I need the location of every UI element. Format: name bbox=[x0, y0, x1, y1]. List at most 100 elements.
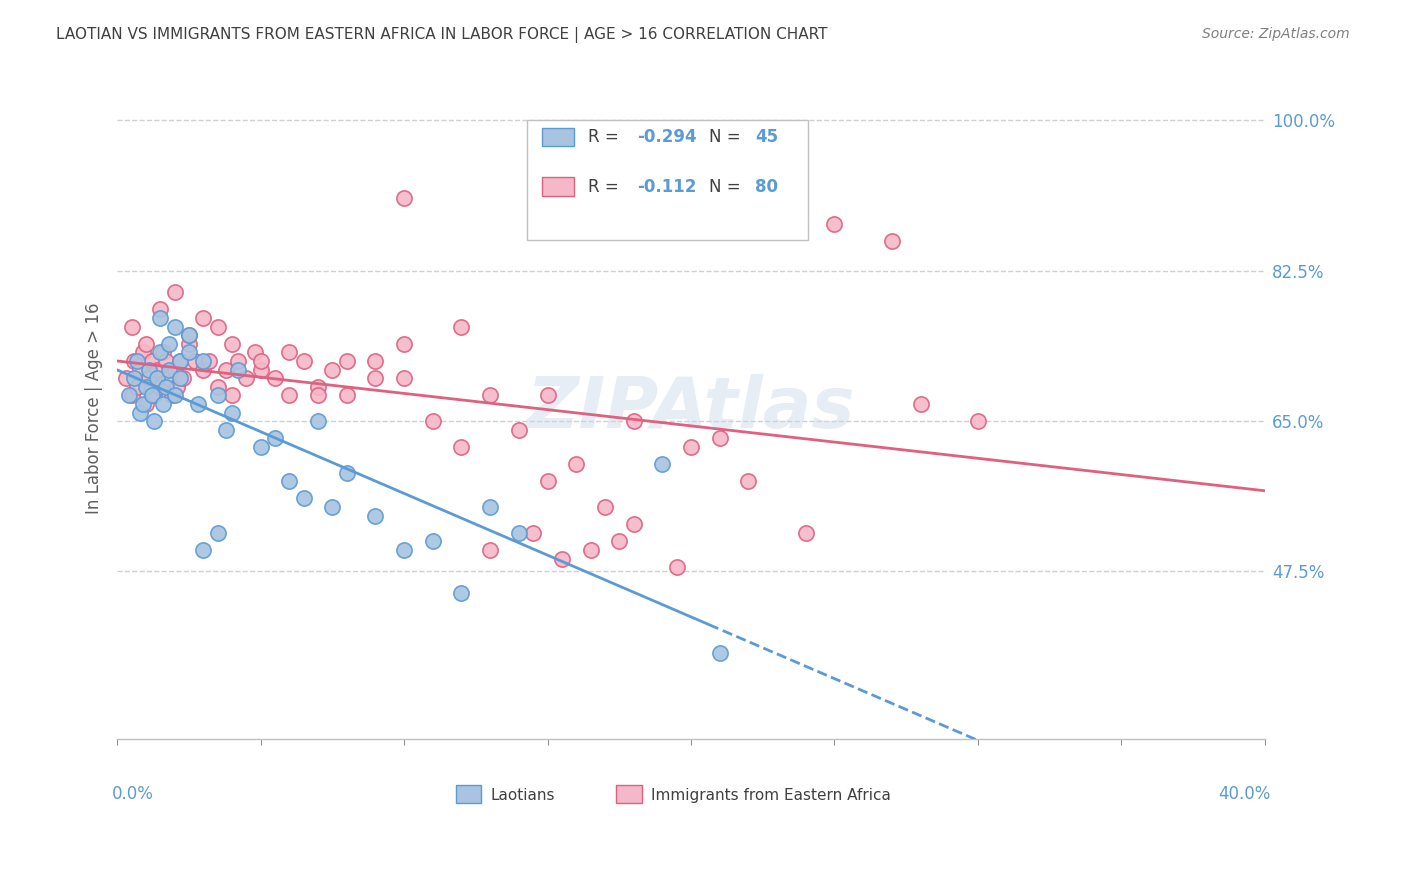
Point bbox=[737, 475, 759, 489]
Point bbox=[536, 475, 558, 489]
Point bbox=[623, 414, 645, 428]
Point bbox=[593, 500, 616, 514]
Point bbox=[215, 423, 238, 437]
Point bbox=[143, 414, 166, 428]
Point bbox=[278, 475, 301, 489]
Point bbox=[321, 362, 343, 376]
Point bbox=[450, 319, 472, 334]
Point bbox=[249, 362, 271, 376]
Point bbox=[135, 336, 157, 351]
Point bbox=[193, 362, 215, 376]
Point bbox=[392, 336, 415, 351]
Point bbox=[149, 345, 172, 359]
Point bbox=[160, 388, 183, 402]
Text: N =: N = bbox=[710, 178, 747, 195]
Point bbox=[479, 543, 502, 558]
Point bbox=[149, 311, 172, 326]
Text: Source: ZipAtlas.com: Source: ZipAtlas.com bbox=[1202, 27, 1350, 41]
Point bbox=[321, 500, 343, 514]
Point bbox=[221, 388, 243, 402]
Point bbox=[177, 328, 200, 343]
Point bbox=[392, 191, 415, 205]
Point bbox=[880, 234, 903, 248]
Point bbox=[336, 354, 359, 368]
Point bbox=[364, 371, 387, 385]
Point bbox=[508, 525, 530, 540]
Point bbox=[450, 586, 472, 600]
Point bbox=[186, 397, 208, 411]
Point bbox=[243, 345, 266, 359]
Point bbox=[193, 543, 215, 558]
Point bbox=[226, 354, 249, 368]
Point bbox=[138, 371, 160, 385]
Text: -0.294: -0.294 bbox=[637, 128, 697, 146]
Point bbox=[141, 388, 163, 402]
Point bbox=[307, 414, 329, 428]
Point bbox=[163, 362, 186, 376]
Point bbox=[149, 380, 172, 394]
Point bbox=[235, 371, 257, 385]
Point bbox=[127, 380, 149, 394]
Point bbox=[522, 525, 544, 540]
Point bbox=[163, 285, 186, 300]
Point bbox=[138, 362, 160, 376]
Text: 0.0%: 0.0% bbox=[111, 785, 153, 804]
Point bbox=[193, 311, 215, 326]
Point bbox=[152, 345, 174, 359]
Point bbox=[364, 354, 387, 368]
Point bbox=[169, 354, 191, 368]
Text: LAOTIAN VS IMMIGRANTS FROM EASTERN AFRICA IN LABOR FORCE | AGE > 16 CORRELATION : LAOTIAN VS IMMIGRANTS FROM EASTERN AFRIC… bbox=[56, 27, 828, 43]
Point bbox=[823, 217, 845, 231]
Point bbox=[207, 380, 229, 394]
Point bbox=[709, 431, 731, 445]
Point bbox=[422, 414, 444, 428]
Point bbox=[679, 182, 702, 196]
Point bbox=[623, 517, 645, 532]
Point bbox=[157, 336, 180, 351]
Point bbox=[479, 388, 502, 402]
Point bbox=[157, 362, 180, 376]
Point bbox=[132, 345, 155, 359]
Point bbox=[132, 397, 155, 411]
Point bbox=[249, 440, 271, 454]
Point bbox=[967, 414, 990, 428]
Point bbox=[364, 508, 387, 523]
FancyBboxPatch shape bbox=[616, 785, 641, 803]
Point bbox=[450, 440, 472, 454]
Text: 40.0%: 40.0% bbox=[1218, 785, 1271, 804]
Y-axis label: In Labor Force | Age > 16: In Labor Force | Age > 16 bbox=[86, 302, 103, 514]
Point bbox=[198, 354, 221, 368]
Point bbox=[163, 388, 186, 402]
Point bbox=[215, 362, 238, 376]
Point bbox=[221, 336, 243, 351]
Point bbox=[278, 345, 301, 359]
Text: -0.112: -0.112 bbox=[637, 178, 696, 195]
Text: 45: 45 bbox=[755, 128, 779, 146]
Point bbox=[264, 431, 287, 445]
Point bbox=[177, 328, 200, 343]
Point bbox=[163, 319, 186, 334]
Point bbox=[193, 354, 215, 368]
Point bbox=[551, 551, 574, 566]
Text: N =: N = bbox=[710, 128, 747, 146]
Point bbox=[121, 319, 143, 334]
Point bbox=[155, 380, 177, 394]
Point bbox=[166, 380, 188, 394]
Point bbox=[135, 397, 157, 411]
Point bbox=[292, 491, 315, 506]
Point bbox=[307, 380, 329, 394]
Point bbox=[536, 388, 558, 402]
Point bbox=[508, 423, 530, 437]
FancyBboxPatch shape bbox=[527, 120, 808, 240]
Point bbox=[579, 543, 602, 558]
Point bbox=[124, 371, 146, 385]
Point bbox=[336, 466, 359, 480]
Point bbox=[479, 500, 502, 514]
Point bbox=[169, 371, 191, 385]
Point bbox=[183, 354, 205, 368]
Point bbox=[307, 388, 329, 402]
FancyBboxPatch shape bbox=[541, 128, 574, 146]
Point bbox=[665, 560, 688, 574]
Point bbox=[177, 345, 200, 359]
Point bbox=[207, 388, 229, 402]
